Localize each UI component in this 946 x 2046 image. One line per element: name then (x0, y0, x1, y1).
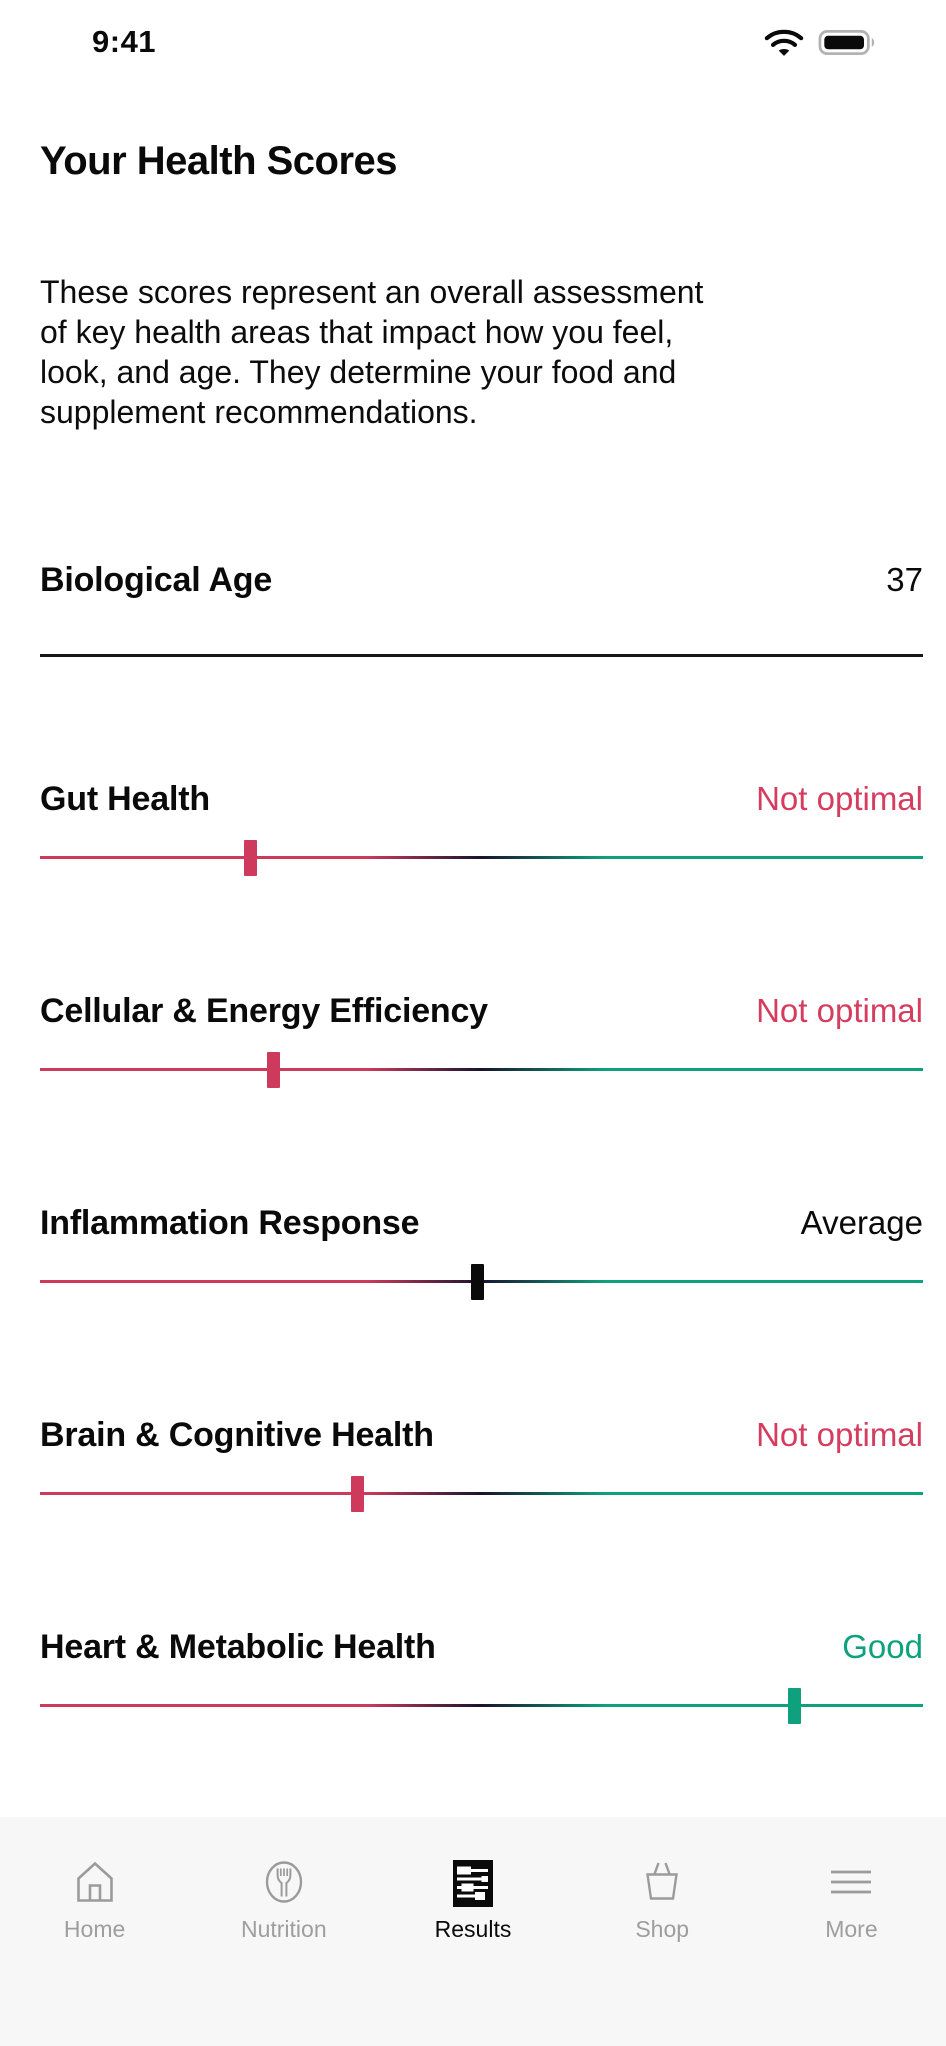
page-description: These scores represent an overall assess… (40, 272, 923, 432)
tab-label: Home (63, 1916, 126, 1942)
main-content: Your Health Scores These scores represen… (0, 138, 946, 1724)
score-track (40, 1492, 923, 1495)
score-slider (40, 1688, 923, 1724)
tab-label: Shop (635, 1916, 690, 1942)
score-marker (266, 1052, 280, 1088)
description-line: look, and age. They determine your food … (40, 354, 677, 390)
score-track (40, 1704, 923, 1707)
score-status: Not optimal (756, 1416, 923, 1453)
divider (40, 654, 923, 657)
score-slider (40, 840, 923, 876)
tab-label: More (825, 1916, 878, 1942)
page-title: Your Health Scores (40, 139, 398, 183)
score-status: Not optimal (756, 780, 923, 817)
description-line: of key health areas that impact how you … (40, 314, 674, 350)
tab-more[interactable]: More (757, 1857, 946, 1942)
score-marker (470, 1264, 484, 1300)
description-line: These scores represent an overall assess… (40, 274, 704, 310)
score-status: Not optimal (756, 992, 923, 1029)
score-section-heart-metabolic: Heart & Metabolic Health Good (40, 1625, 923, 1724)
score-label: Heart & Metabolic Health (40, 1628, 436, 1666)
home-icon (70, 1857, 120, 1907)
status-time: 9:41 (92, 24, 157, 59)
biological-age-section: Biological Age 37 (40, 558, 923, 657)
biological-age-value: 37 (886, 561, 923, 598)
battery-icon (818, 27, 880, 58)
score-label: Inflammation Response (40, 1204, 420, 1242)
score-label: Brain & Cognitive Health (40, 1416, 434, 1454)
tab-bar: Home Nutrition (0, 1817, 946, 2046)
description-line: supplement recommendations. (40, 394, 478, 430)
tab-shop[interactable]: Shop (568, 1857, 757, 1942)
tab-home[interactable]: Home (0, 1857, 189, 1942)
status-bar: 9:41 (0, 0, 946, 60)
shop-icon (637, 1857, 687, 1907)
score-section-inflammation: Inflammation Response Average (40, 1201, 923, 1300)
score-label: Gut Health (40, 780, 210, 818)
score-section-gut-health: Gut Health Not optimal (40, 777, 923, 876)
tab-label: Nutrition (240, 1916, 327, 1942)
score-marker (243, 840, 257, 876)
tab-nutrition[interactable]: Nutrition (189, 1857, 378, 1942)
score-marker (788, 1688, 802, 1724)
score-status: Good (842, 1628, 923, 1665)
wifi-icon (764, 27, 804, 58)
score-section-brain-cognitive: Brain & Cognitive Health Not optimal (40, 1413, 923, 1512)
score-slider (40, 1476, 923, 1512)
tab-results[interactable]: Results (378, 1857, 567, 1942)
score-status: Average (800, 1204, 923, 1241)
tab-label: Results (434, 1916, 512, 1942)
score-track (40, 856, 923, 859)
status-icons (764, 27, 880, 58)
score-label: Cellular & Energy Efficiency (40, 992, 488, 1030)
biological-age-label: Biological Age (40, 561, 273, 599)
results-icon (448, 1857, 498, 1907)
score-section-cellular-energy: Cellular & Energy Efficiency Not optimal (40, 989, 923, 1088)
score-track (40, 1068, 923, 1071)
score-marker (351, 1476, 365, 1512)
more-icon (826, 1857, 876, 1907)
score-slider (40, 1264, 923, 1300)
score-slider (40, 1052, 923, 1088)
nutrition-icon (259, 1857, 309, 1907)
